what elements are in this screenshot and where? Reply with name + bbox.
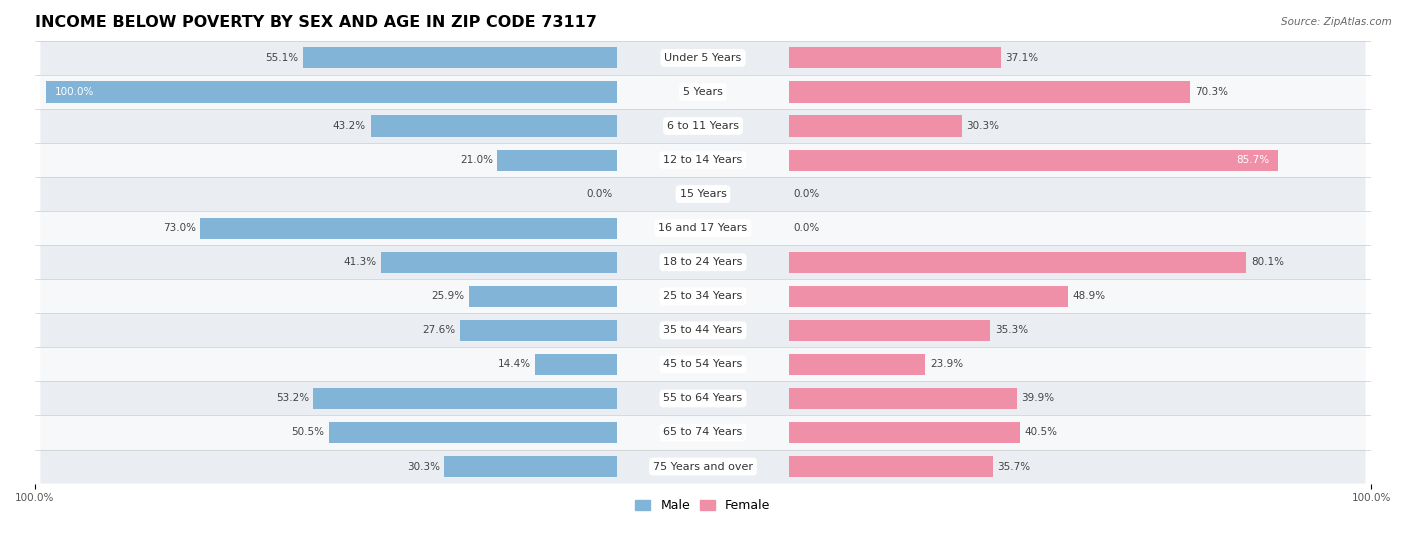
Text: 48.9%: 48.9% (1073, 291, 1105, 301)
Text: 12 to 14 Years: 12 to 14 Years (664, 155, 742, 165)
FancyBboxPatch shape (41, 313, 1365, 347)
FancyBboxPatch shape (41, 41, 1365, 75)
Text: 14.4%: 14.4% (498, 359, 530, 369)
Text: 35 to 44 Years: 35 to 44 Years (664, 325, 742, 335)
FancyBboxPatch shape (41, 75, 1365, 109)
Bar (470, 286, 617, 307)
Bar (789, 354, 925, 375)
Bar (329, 422, 617, 443)
Text: 80.1%: 80.1% (1251, 257, 1284, 267)
Text: 16 and 17 Years: 16 and 17 Years (658, 223, 748, 233)
Bar (789, 320, 990, 341)
Legend: Male, Female: Male, Female (630, 494, 776, 517)
Text: 35.7%: 35.7% (997, 462, 1031, 472)
Text: 37.1%: 37.1% (1005, 53, 1038, 63)
FancyBboxPatch shape (41, 143, 1365, 177)
Text: 40.5%: 40.5% (1025, 428, 1057, 438)
Text: 25.9%: 25.9% (432, 291, 465, 301)
Text: 85.7%: 85.7% (1236, 155, 1270, 165)
Text: 41.3%: 41.3% (343, 257, 377, 267)
Bar (789, 116, 962, 136)
Bar (789, 48, 1001, 68)
FancyBboxPatch shape (41, 245, 1365, 280)
FancyBboxPatch shape (41, 381, 1365, 415)
Text: 53.2%: 53.2% (276, 394, 309, 404)
Text: 55 to 64 Years: 55 to 64 Years (664, 394, 742, 404)
Bar (302, 48, 617, 68)
Text: 45 to 54 Years: 45 to 54 Years (664, 359, 742, 369)
FancyBboxPatch shape (41, 109, 1365, 143)
Bar (789, 252, 1246, 273)
Bar (46, 82, 617, 102)
FancyBboxPatch shape (41, 177, 1365, 211)
Text: 5 Years: 5 Years (683, 87, 723, 97)
Text: 100.0%: 100.0% (55, 87, 94, 97)
Text: Under 5 Years: Under 5 Years (665, 53, 741, 63)
Text: 23.9%: 23.9% (929, 359, 963, 369)
Text: 30.3%: 30.3% (966, 121, 1000, 131)
Text: 6 to 11 Years: 6 to 11 Years (666, 121, 740, 131)
Text: 70.3%: 70.3% (1195, 87, 1227, 97)
Bar (789, 388, 1017, 409)
Text: 39.9%: 39.9% (1021, 394, 1054, 404)
Bar (789, 82, 1191, 102)
Text: 73.0%: 73.0% (163, 223, 195, 233)
Text: 15 Years: 15 Years (679, 189, 727, 199)
Text: 75 Years and over: 75 Years and over (652, 462, 754, 472)
Bar (789, 422, 1019, 443)
Text: 35.3%: 35.3% (995, 325, 1028, 335)
Bar (460, 320, 617, 341)
Text: 65 to 74 Years: 65 to 74 Years (664, 428, 742, 438)
FancyBboxPatch shape (41, 449, 1365, 484)
Text: 0.0%: 0.0% (586, 189, 613, 199)
Bar (789, 286, 1069, 307)
Bar (789, 456, 993, 477)
Bar (536, 354, 617, 375)
Text: 0.0%: 0.0% (793, 189, 820, 199)
Text: 55.1%: 55.1% (264, 53, 298, 63)
Text: 0.0%: 0.0% (793, 223, 820, 233)
Text: 18 to 24 Years: 18 to 24 Years (664, 257, 742, 267)
Bar (498, 149, 617, 170)
Text: Source: ZipAtlas.com: Source: ZipAtlas.com (1281, 17, 1392, 27)
Text: 25 to 34 Years: 25 to 34 Years (664, 291, 742, 301)
Bar (314, 388, 617, 409)
FancyBboxPatch shape (41, 211, 1365, 245)
Text: INCOME BELOW POVERTY BY SEX AND AGE IN ZIP CODE 73117: INCOME BELOW POVERTY BY SEX AND AGE IN Z… (35, 15, 596, 30)
Text: 43.2%: 43.2% (333, 121, 366, 131)
Text: 27.6%: 27.6% (422, 325, 456, 335)
Bar (200, 217, 617, 239)
Bar (789, 149, 1278, 170)
FancyBboxPatch shape (41, 415, 1365, 449)
FancyBboxPatch shape (41, 347, 1365, 381)
Text: 21.0%: 21.0% (460, 155, 492, 165)
Bar (444, 456, 617, 477)
Bar (381, 252, 617, 273)
Bar (371, 116, 617, 136)
Text: 50.5%: 50.5% (291, 428, 325, 438)
FancyBboxPatch shape (41, 280, 1365, 313)
Text: 30.3%: 30.3% (406, 462, 440, 472)
